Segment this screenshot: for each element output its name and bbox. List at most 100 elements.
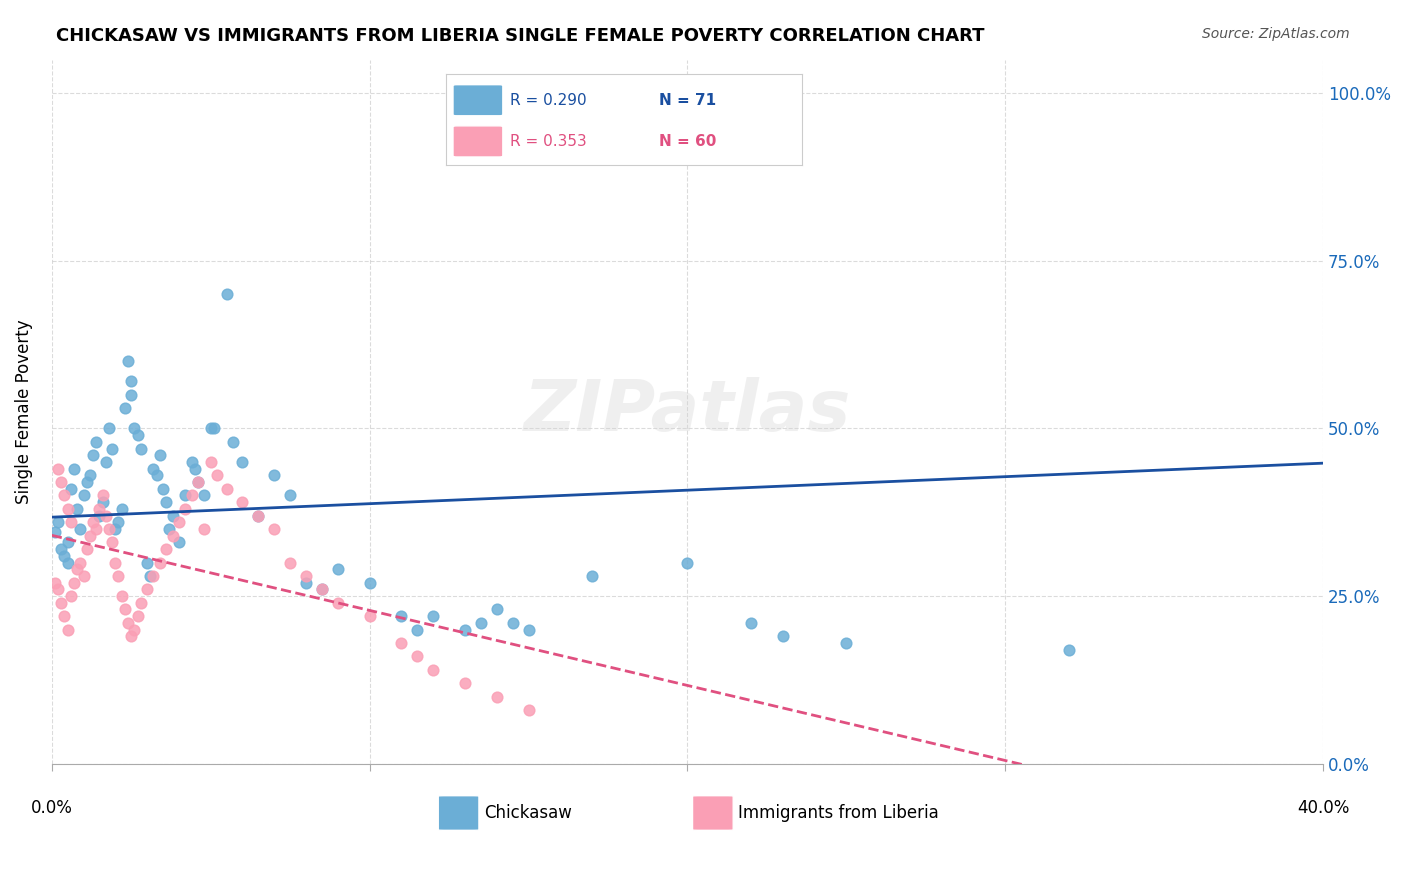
Point xyxy=(295,575,318,590)
Point xyxy=(485,602,508,616)
Point xyxy=(205,468,228,483)
Point xyxy=(149,556,172,570)
Point xyxy=(676,556,699,570)
Point xyxy=(97,421,120,435)
Point xyxy=(127,609,149,624)
Point xyxy=(101,535,124,549)
Point xyxy=(359,609,381,624)
Point xyxy=(162,508,184,523)
Point xyxy=(149,448,172,462)
Point xyxy=(142,569,165,583)
Point xyxy=(215,482,238,496)
Point xyxy=(740,615,762,630)
Point xyxy=(94,508,117,523)
Point xyxy=(66,562,89,576)
Point xyxy=(46,516,69,530)
Point xyxy=(76,542,98,557)
Point xyxy=(84,434,107,449)
Point xyxy=(295,569,318,583)
Point xyxy=(91,488,114,502)
Point xyxy=(94,455,117,469)
Point xyxy=(167,516,190,530)
Point xyxy=(111,502,134,516)
Point xyxy=(422,663,444,677)
Point xyxy=(127,428,149,442)
Point xyxy=(152,482,174,496)
Point xyxy=(114,401,136,416)
Point xyxy=(97,522,120,536)
Text: ZIPatlas: ZIPatlas xyxy=(524,377,851,446)
Point xyxy=(72,569,94,583)
Point xyxy=(124,623,146,637)
Point xyxy=(180,488,202,502)
Point xyxy=(406,649,429,664)
Point xyxy=(142,461,165,475)
Point xyxy=(184,461,207,475)
Text: 0.0%: 0.0% xyxy=(31,799,73,817)
Point xyxy=(389,636,412,650)
Point xyxy=(82,448,104,462)
Point xyxy=(470,615,492,630)
Point xyxy=(56,623,79,637)
Point xyxy=(129,442,152,456)
Point xyxy=(278,556,301,570)
Point xyxy=(174,488,197,502)
Point xyxy=(222,434,245,449)
Point xyxy=(145,468,167,483)
Point xyxy=(63,461,86,475)
Point xyxy=(359,575,381,590)
Point xyxy=(247,508,270,523)
Point xyxy=(101,442,124,456)
Point xyxy=(79,529,101,543)
Point xyxy=(835,636,858,650)
Point xyxy=(44,575,66,590)
Y-axis label: Single Female Poverty: Single Female Poverty xyxy=(15,319,32,504)
Point xyxy=(120,629,142,643)
Point xyxy=(155,542,177,557)
Point xyxy=(91,495,114,509)
Point xyxy=(59,482,82,496)
Point xyxy=(136,582,159,597)
Point xyxy=(215,287,238,301)
Point xyxy=(581,569,603,583)
Point xyxy=(231,495,253,509)
Point xyxy=(120,388,142,402)
Point xyxy=(187,475,209,489)
Point xyxy=(44,525,66,540)
Point xyxy=(124,421,146,435)
Point xyxy=(311,582,333,597)
Point xyxy=(180,455,202,469)
Point xyxy=(46,461,69,475)
Point xyxy=(63,575,86,590)
Text: CHICKASAW VS IMMIGRANTS FROM LIBERIA SINGLE FEMALE POVERTY CORRELATION CHART: CHICKASAW VS IMMIGRANTS FROM LIBERIA SIN… xyxy=(56,27,984,45)
Text: 40.0%: 40.0% xyxy=(1296,799,1350,817)
Point xyxy=(84,522,107,536)
Point xyxy=(51,542,73,557)
Point xyxy=(389,609,412,624)
Point xyxy=(139,569,162,583)
Point xyxy=(167,535,190,549)
Point xyxy=(772,629,794,643)
Point xyxy=(406,623,429,637)
Point xyxy=(76,475,98,489)
Point xyxy=(278,488,301,502)
Point xyxy=(502,615,524,630)
Text: Source: ZipAtlas.com: Source: ZipAtlas.com xyxy=(1202,27,1350,41)
Point xyxy=(56,556,79,570)
Point xyxy=(326,562,349,576)
Point xyxy=(193,522,215,536)
Point xyxy=(66,502,89,516)
Point xyxy=(485,690,508,704)
Point xyxy=(107,516,129,530)
Point xyxy=(200,421,222,435)
Point xyxy=(56,535,79,549)
Point xyxy=(263,468,285,483)
Point xyxy=(89,502,111,516)
Point xyxy=(117,615,139,630)
Point xyxy=(263,522,285,536)
Point xyxy=(104,556,127,570)
Point xyxy=(104,522,127,536)
Point xyxy=(247,508,270,523)
Point xyxy=(89,508,111,523)
Point xyxy=(422,609,444,624)
